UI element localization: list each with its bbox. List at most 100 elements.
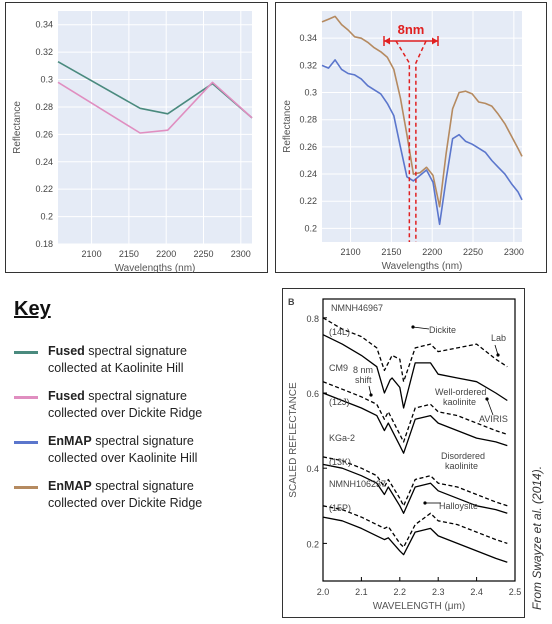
- leader-lab: [494, 344, 499, 356]
- key-line2: collected over Dickite Ridge: [48, 406, 203, 420]
- y-tick-label: 0.26: [35, 129, 53, 139]
- y-tick-label: 0.22: [299, 196, 317, 206]
- key-line-fused-kaolinite: [14, 351, 38, 354]
- key-text: Fused spectral signature collected at Kao…: [48, 343, 278, 377]
- x-axis-label: Wavelengths (nm): [382, 261, 463, 272]
- x-tick-label: 2150: [119, 249, 139, 259]
- shift-annotation-label: 8nm: [398, 22, 425, 37]
- y-tick-label: 0.22: [35, 184, 53, 194]
- x-tick-label: 2.5: [509, 587, 522, 597]
- leader-shift-head: [369, 393, 373, 397]
- y-tick-label: 0.24: [299, 169, 317, 179]
- y-tick-label: 0.28: [299, 115, 317, 125]
- plot-frame: [322, 298, 516, 582]
- y-tick-label: 0.2: [304, 223, 317, 233]
- key-line1: spectral signature: [84, 389, 187, 403]
- x-tick-label: 2250: [463, 247, 483, 257]
- x-tick-label: 2.4: [470, 587, 483, 597]
- series-fused-dickite: [57, 81, 253, 134]
- x-tick-label: 2200: [156, 249, 176, 259]
- leader-halloysite-head: [423, 501, 427, 505]
- key-text: Fused spectral signature collected over D…: [48, 388, 278, 422]
- x-tick-label: 2.1: [355, 587, 368, 597]
- x-tick-label: 2300: [504, 247, 524, 257]
- label-nmnh106237: NMNH106237: [329, 479, 386, 489]
- key-line-enmap-dickite: [14, 486, 38, 489]
- key-title: Key: [14, 298, 51, 320]
- label-aviris: AVIRIS: [479, 414, 508, 424]
- key-item-fused-kaolinite: Fused spectral signature collected at Kao…: [14, 343, 274, 383]
- series-enmap-dickite: [321, 15, 523, 208]
- series-disordered-kaolinite-aviris: [322, 463, 508, 514]
- x-tick-label: 2250: [193, 249, 213, 259]
- y-tick-label: 0.34: [299, 33, 317, 43]
- key-item-enmap-dickite: EnMAP spectral signature collected over D…: [14, 478, 274, 518]
- leader-dickite-head: [411, 325, 415, 329]
- key-line1: spectral signature: [91, 479, 194, 493]
- y-tick-label: 0.3: [40, 75, 53, 85]
- y-tick-label: 0.26: [299, 142, 317, 152]
- label-12j: (12J): [329, 397, 350, 407]
- x-tick-label: 2100: [341, 247, 361, 257]
- shift-guide-right: [415, 40, 427, 242]
- label-13k: (13K): [329, 457, 351, 467]
- key-item-fused-dickite: Fused spectral signature collected over D…: [14, 388, 274, 428]
- y-tick-label: 0.18: [35, 239, 53, 249]
- label-halloysite: Halloysite: [439, 501, 478, 511]
- y-axis-label: Reflectance: [282, 100, 293, 153]
- label-8nm: 8 nm: [353, 365, 373, 375]
- leader-lab-head: [496, 353, 500, 357]
- key-line2: collected over Dickite Ridge: [48, 496, 203, 510]
- key-line2: collected over Kaolinite Hill: [48, 451, 198, 465]
- shift-arrow-head-right: [432, 37, 438, 45]
- lab-aviris-spectra-svg: B 0.2 0.4 0.6 0.8 2.0 2.1 2.2 2.3 2.4 2.5 WAVELENGT…: [288, 297, 522, 612]
- key-bold: Fused: [48, 344, 85, 358]
- key-bold: EnMAP: [48, 479, 92, 493]
- panel-label: B: [288, 297, 295, 307]
- label-lab: Lab: [491, 333, 506, 343]
- fused-spectra-svg: 0.18 0.2 0.22 0.24 0.26 0.28 0.3 0.32 0.34 2100 21…: [12, 11, 253, 274]
- y-tick-label: 0.2: [40, 212, 53, 222]
- label-kga2: KGa-2: [329, 433, 355, 443]
- key-text: EnMAP spectral signature collected over K…: [48, 433, 278, 467]
- y-tick-label: 0.34: [35, 20, 53, 30]
- x-axis-label: WAVELENGTH (μm): [373, 601, 465, 612]
- key-bold: EnMAP: [48, 434, 92, 448]
- y-tick-label: 0.6: [306, 389, 319, 399]
- y-tick-label: 0.8: [306, 314, 319, 324]
- x-axis-label: Wavelengths (nm): [115, 263, 196, 274]
- label-shift: shift: [355, 375, 372, 385]
- shift-guide-left: [395, 40, 411, 242]
- key-bold: Fused: [48, 389, 85, 403]
- lab-aviris-spectra-chart: B 0.2 0.4 0.6 0.8 2.0 2.1 2.2 2.3 2.4 2.5 WAVELENGT…: [282, 288, 525, 618]
- series-well-ordered-kaolinite-aviris: [322, 392, 508, 454]
- leader-aviris-head: [485, 397, 489, 401]
- y-tick-label: 0.24: [35, 157, 53, 167]
- series-dickite-lab: [322, 317, 508, 383]
- x-tick-label: 2200: [422, 247, 442, 257]
- y-axis-label: Reflectance: [12, 101, 23, 154]
- key-text: EnMAP spectral signature collected over D…: [48, 478, 278, 512]
- series-halloysite-lab: [322, 505, 508, 548]
- label-dickite: Dickite: [429, 325, 456, 335]
- y-tick-label: 0.4: [306, 464, 319, 474]
- fused-spectra-chart: 0.18 0.2 0.22 0.24 0.26 0.28 0.3 0.32 0.34 2100 21…: [5, 2, 268, 274]
- plot-area: [58, 11, 252, 244]
- x-tick-label: 2300: [231, 249, 251, 259]
- y-tick-label: 0.3: [304, 88, 317, 98]
- leader-aviris: [486, 398, 494, 416]
- series-halloysite-aviris: [322, 516, 508, 563]
- key-line2: collected at Kaolinite Hill: [48, 361, 184, 375]
- leader-dickite: [412, 326, 430, 330]
- series-well-ordered-kaolinite-lab: [322, 381, 508, 443]
- series-enmap-kaolinite: [321, 59, 523, 226]
- label-15p: (15P): [329, 503, 351, 513]
- y-tick-label: 0.28: [35, 102, 53, 112]
- y-tick-label: 0.32: [35, 47, 53, 57]
- label-disordered: Disordered: [441, 451, 485, 461]
- label-14l: (14L): [329, 327, 350, 337]
- plot-area: [322, 11, 522, 242]
- series-disordered-kaolinite-lab: [322, 456, 508, 507]
- y-tick-label: 0.2: [306, 539, 319, 549]
- key-item-enmap-kaolinite: EnMAP spectral signature collected over K…: [14, 433, 274, 473]
